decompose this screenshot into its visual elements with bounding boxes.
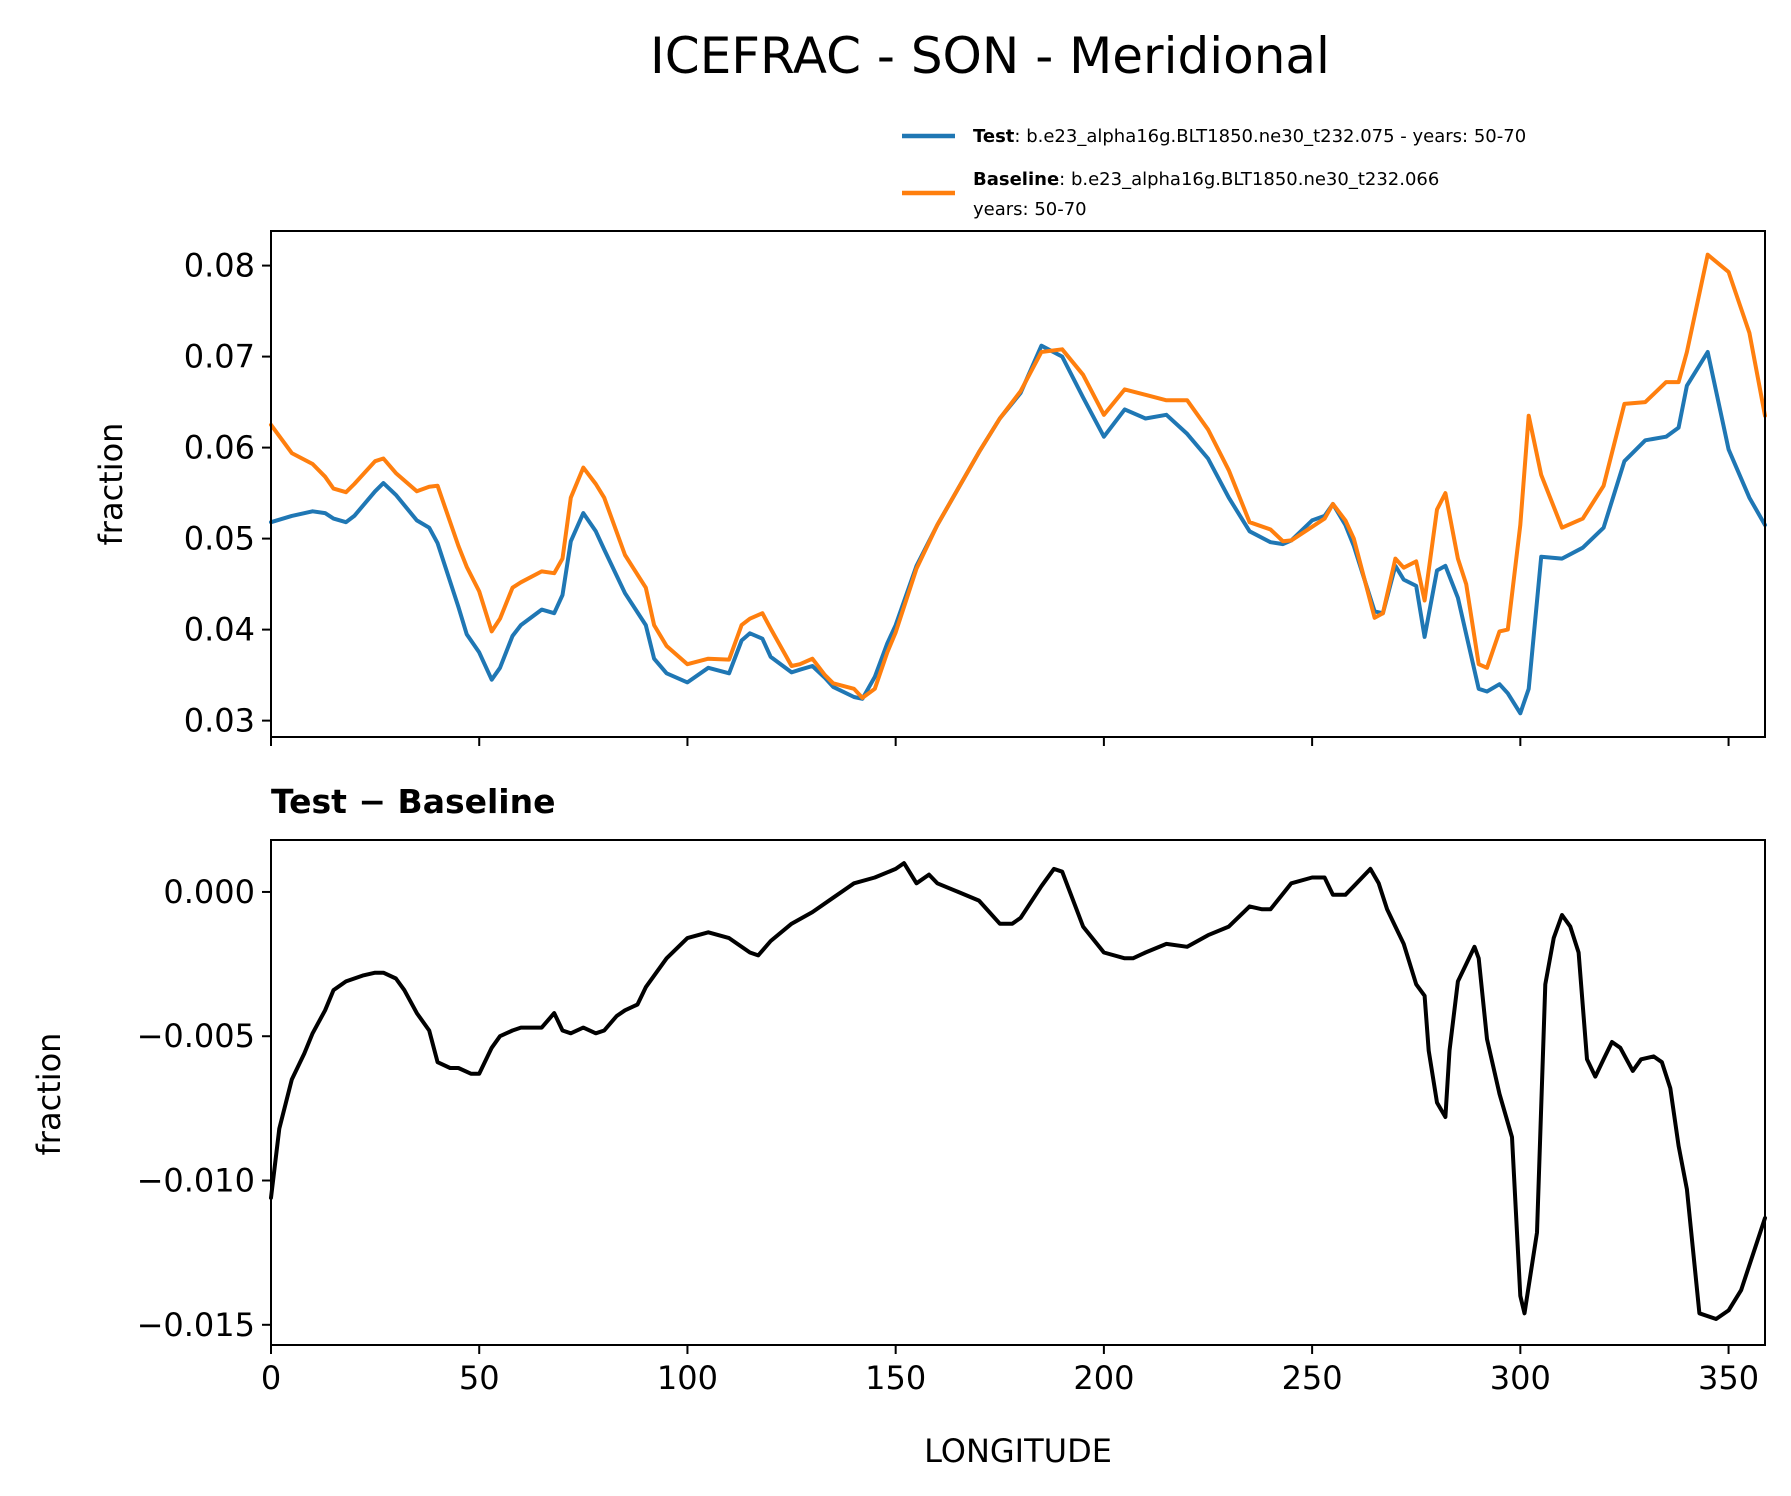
legend-baseline-name: Baseline <box>973 169 1059 190</box>
legend-baseline-text: : b.e23_alpha16g.BLT1850.ne30_t232.066 <box>1059 169 1439 190</box>
series-line-test <box>269 343 1767 716</box>
top-y-tick-label: 0.07 <box>184 338 255 376</box>
top-y-axis-label: fraction <box>92 423 130 546</box>
top-y-tick-label: 0.03 <box>184 702 255 740</box>
top-plot-frame <box>270 230 1766 738</box>
bottom-y-axis-label: fraction <box>30 1033 68 1156</box>
chart-title: ICEFRAC - SON - Meridional <box>650 27 1330 85</box>
legend: Test: b.e23_alpha16g.BLT1850.ne30_t232.0… <box>902 126 1526 220</box>
x-tick-label: 300 <box>1490 1359 1551 1397</box>
bottom-y-tick-label: 0.000 <box>163 873 255 911</box>
difference-panel-title: Test − Baseline <box>271 782 556 821</box>
top-y-tick-label: 0.06 <box>184 429 255 467</box>
x-tick-label: 250 <box>1282 1359 1343 1397</box>
bottom-y-tick-label: −0.015 <box>137 1306 255 1344</box>
top-panel: 0.03 0.04 0.05 0.06 0.07 0.08 fraction <box>92 230 1767 746</box>
bottom-y-tick-label: −0.010 <box>137 1162 255 1200</box>
x-tick-label: 100 <box>657 1359 718 1397</box>
bottom-y-ticks: 0.000 −0.005 −0.010 −0.015 <box>137 873 271 1344</box>
x-tick-label: 0 <box>261 1359 281 1397</box>
bottom-y-tick-label: −0.005 <box>137 1017 255 1055</box>
top-y-tick-label: 0.08 <box>184 247 255 285</box>
series-line-test-baseline <box>269 861 1767 1321</box>
bottom-series-lines <box>269 861 1767 1321</box>
x-tick-label: 150 <box>865 1359 926 1397</box>
legend-baseline-years: years: 50-70 <box>973 199 1087 220</box>
bottom-panel: Test − Baseline 0.000−0.005−0.010−0.015 … <box>30 782 1767 1470</box>
top-x-ticks <box>270 737 1730 746</box>
legend-test-name: Test <box>973 126 1015 147</box>
legend-baseline-entry: Baseline: b.e23_alpha16g.BLT1850.ne30_t2… <box>973 169 1439 190</box>
legend-test-text: : b.e23_alpha16g.BLT1850.ne30_t232.075 -… <box>1014 126 1526 147</box>
x-tick-label: 350 <box>1698 1359 1759 1397</box>
x-axis-label: LONGITUDE <box>924 1432 1112 1470</box>
legend-test-entry: Test: b.e23_alpha16g.BLT1850.ne30_t232.0… <box>973 126 1526 147</box>
top-series-lines <box>269 252 1767 716</box>
series-line-baseline <box>269 252 1767 700</box>
top-y-tick-label: 0.05 <box>184 520 255 558</box>
top-y-tick-label: 0.04 <box>184 611 255 649</box>
x-tick-label: 50 <box>459 1359 500 1397</box>
bottom-x-ticks: 0 50 100 150 200 250 300 350 <box>261 1345 1759 1397</box>
bottom-plot-frame <box>270 839 1766 1346</box>
x-tick-label: 200 <box>1073 1359 1134 1397</box>
top-y-ticks: 0.03 0.04 0.05 0.06 0.07 0.08 <box>184 247 271 740</box>
